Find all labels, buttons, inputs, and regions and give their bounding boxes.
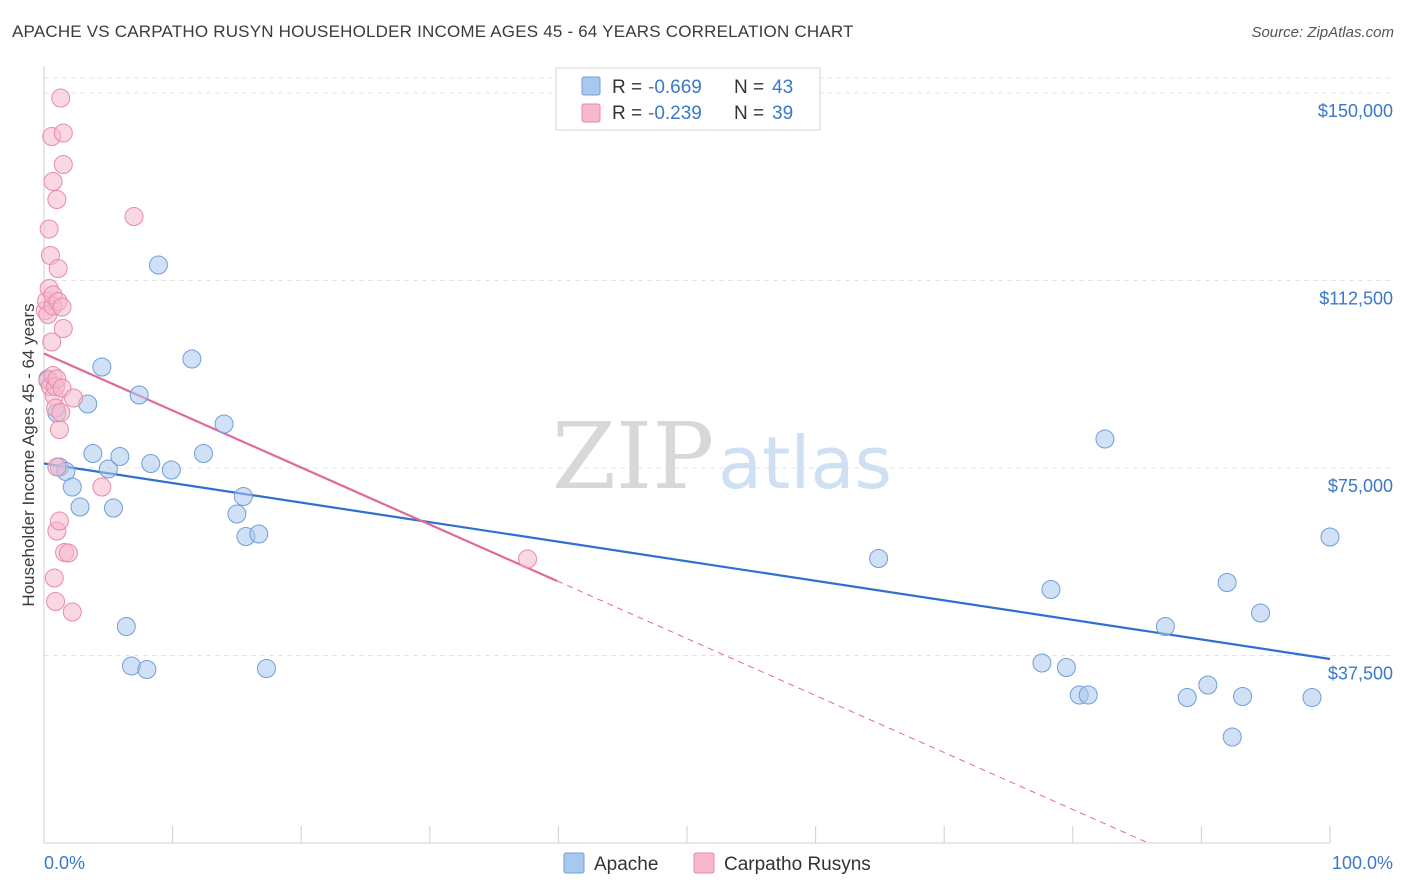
point-apache (92, 357, 112, 377)
point-apache (214, 414, 234, 434)
point-apache (62, 477, 82, 497)
point-apache (1177, 688, 1197, 707)
y-tick-labels: $150,000 $112,500 $75,000 $37,500 (1318, 101, 1393, 684)
trend-line-rusyn (43, 352, 558, 583)
point-apache (161, 460, 181, 480)
x-tick-label-min: 0.0% (44, 853, 85, 873)
point-rusyn (518, 549, 538, 569)
point-apache (141, 454, 161, 473)
x-tick-labels: 0.0% 100.0% (44, 853, 1393, 873)
legend-r-value-rusyn: -0.239 (648, 103, 702, 124)
legend-swatch-apache (581, 76, 601, 96)
chart-source: Source: ZipAtlas.com (1251, 24, 1394, 41)
trend-line-apache (43, 462, 1331, 661)
point-apache (1233, 687, 1253, 706)
point-apache (1155, 617, 1175, 636)
point-apache (1302, 688, 1322, 707)
point-rusyn (92, 477, 112, 497)
point-rusyn (44, 568, 64, 588)
point-rusyn (39, 219, 59, 239)
grid-lines (44, 77, 1394, 656)
point-apache (103, 498, 123, 518)
data-points (35, 88, 1340, 747)
watermark: ZIP atlas (552, 403, 892, 510)
legend-swatch-rusyn (581, 103, 601, 123)
point-apache (148, 255, 168, 275)
point-rusyn (58, 543, 78, 563)
point-rusyn (51, 88, 71, 108)
point-rusyn (42, 332, 62, 352)
point-rusyn (124, 207, 144, 226)
point-rusyn (46, 592, 66, 611)
point-apache (1320, 527, 1340, 547)
bottom-legend-swatch-rusyn (693, 852, 715, 874)
point-apache (98, 459, 118, 479)
point-rusyn (43, 172, 63, 191)
point-apache (110, 447, 130, 466)
bottom-legend-apache: Apache (594, 854, 658, 875)
point-apache (137, 660, 157, 679)
point-apache (869, 549, 889, 568)
point-apache (256, 659, 276, 678)
point-rusyn (53, 155, 73, 174)
point-rusyn (48, 259, 68, 278)
point-apache (1251, 603, 1271, 623)
legend-r-label-rusyn: R = (612, 103, 642, 124)
legend-n-label-rusyn: N = (734, 103, 764, 124)
y-tick-label: $112,500 (1319, 289, 1393, 309)
trend-line-dashed-rusyn (556, 580, 1149, 844)
point-apache (70, 497, 90, 517)
point-rusyn (53, 123, 73, 143)
legend-n-label-apache: N = (734, 77, 764, 98)
point-apache (116, 617, 136, 636)
y-tick-label: $37,500 (1328, 664, 1393, 684)
point-rusyn (49, 511, 69, 531)
point-apache (182, 349, 202, 369)
trend-lines (43, 352, 1331, 844)
point-rusyn (64, 388, 84, 408)
watermark-atlas: atlas (718, 421, 892, 505)
legend-r-value-apache: -0.669 (648, 77, 702, 98)
legend-n-value-rusyn: 39 (772, 103, 793, 124)
point-apache (227, 504, 247, 524)
point-rusyn (47, 457, 67, 477)
point-apache (1222, 727, 1242, 747)
y-tick-label: $150,000 (1318, 101, 1393, 121)
point-apache (233, 487, 253, 506)
point-apache (1078, 685, 1098, 705)
legend-n-value-apache: 43 (772, 77, 793, 98)
series-legend: Apache Carpatho Rusyns (563, 852, 871, 875)
point-rusyn (49, 420, 69, 439)
point-apache (83, 444, 103, 463)
chart-title: APACHE VS CARPATHO RUSYN HOUSEHOLDER INC… (12, 22, 854, 41)
point-rusyn (53, 319, 73, 338)
point-apache (1198, 675, 1218, 695)
legend-r-label-apache: R = (612, 77, 642, 98)
point-apache (249, 524, 269, 544)
point-apache (1217, 573, 1237, 592)
point-apache (1041, 580, 1061, 599)
point-apache (1095, 429, 1115, 449)
y-axis-label: Householder Income Ages 45 - 64 years (19, 303, 38, 606)
point-rusyn (52, 297, 72, 317)
watermark-zip: ZIP (552, 403, 714, 510)
axes (43, 66, 1331, 844)
bottom-legend-rusyn: Carpatho Rusyns (724, 854, 871, 875)
point-apache (1056, 658, 1076, 677)
correlation-legend: R = -0.669 N = 43 R = -0.239 N = 39 (555, 67, 821, 131)
x-tick-label-max: 100.0% (1332, 853, 1393, 873)
point-apache (129, 385, 149, 405)
point-apache (193, 444, 213, 463)
bottom-legend-swatch-apache (563, 852, 585, 874)
point-rusyn (51, 403, 71, 422)
point-apache (1032, 653, 1052, 673)
point-apache (121, 656, 141, 676)
point-rusyn (62, 602, 82, 622)
point-rusyn (47, 190, 67, 209)
y-tick-label: $75,000 (1328, 476, 1393, 496)
